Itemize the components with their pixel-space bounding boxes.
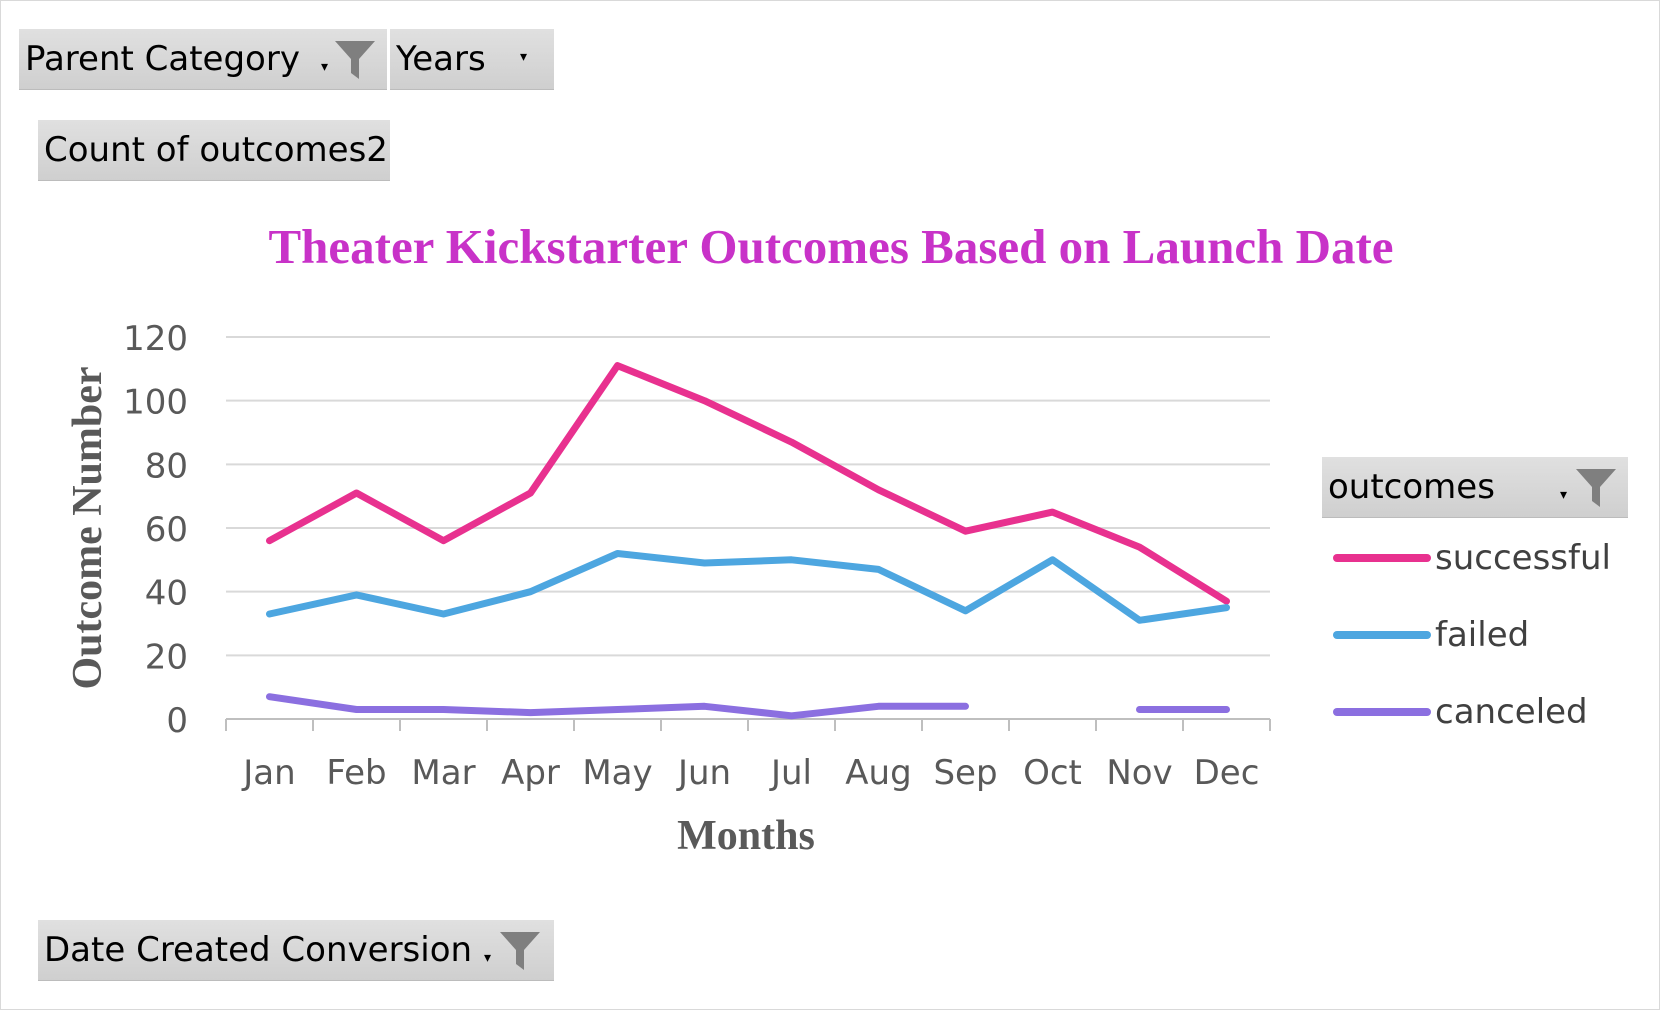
x-tick-label: Nov (1106, 753, 1172, 793)
legend-field-button[interactable]: outcomes ▾ (1322, 457, 1628, 518)
legend-field-label: outcomes (1328, 467, 1495, 507)
funnel-icon[interactable] (333, 39, 377, 81)
x-tick-label: Jan (241, 753, 295, 793)
series-line-failed (266, 550, 1230, 624)
series-line-successful (266, 362, 1230, 605)
y-tick-label: 0 (166, 701, 188, 741)
y-tick-label: 120 (123, 319, 188, 359)
x-tick-label: May (582, 753, 652, 793)
dropdown-arrow-icon: ▾ (321, 59, 329, 75)
years-filter-button[interactable]: Years ▾ (390, 29, 554, 90)
x-tick-label: Oct (1023, 753, 1082, 793)
legend-swatch (1333, 708, 1431, 716)
legend-label: successful (1435, 538, 1611, 578)
date-created-filter-button[interactable]: Date Created Conversion ▾ (38, 920, 554, 981)
y-tick-label: 100 (123, 383, 188, 423)
x-axis-label: Months (677, 813, 815, 859)
funnel-icon[interactable] (498, 930, 542, 972)
x-tick-label: Jun (676, 753, 731, 793)
y-tick-label: 80 (145, 446, 188, 486)
legend-label: canceled (1435, 692, 1588, 732)
legend-entry-canceled[interactable]: canceled (1333, 692, 1588, 732)
years-label: Years (396, 39, 486, 79)
value-field-button[interactable]: Count of outcomes2 (38, 120, 390, 181)
x-tick-label: Aug (845, 753, 911, 793)
x-tick-label: Feb (326, 753, 386, 793)
chart-title: Theater Kickstarter Outcomes Based on La… (268, 219, 1394, 274)
legend-swatch (1333, 631, 1431, 639)
x-tick-label: Sep (933, 753, 997, 793)
parent-category-label: Parent Category (25, 39, 300, 79)
series-line-canceled (266, 693, 969, 720)
dropdown-arrow-icon: ▾ (484, 950, 492, 966)
legend-entry-successful[interactable]: successful (1333, 538, 1611, 578)
dropdown-arrow-icon: ▾ (1560, 487, 1568, 503)
legend-label: failed (1435, 615, 1530, 655)
y-tick-label: 20 (145, 637, 188, 677)
x-tick-label: Jul (769, 753, 812, 793)
legend-swatch (1333, 554, 1431, 562)
chevron-down-icon: ▾ (520, 49, 528, 65)
x-tick-label: Dec (1194, 753, 1260, 793)
date-created-label: Date Created Conversion (44, 930, 473, 970)
x-tick-label: Apr (501, 753, 560, 793)
value-field-label: Count of outcomes2 (44, 130, 388, 170)
y-tick-label: 60 (145, 510, 188, 550)
funnel-icon[interactable] (1574, 467, 1618, 509)
parent-category-filter-button[interactable]: Parent Category ▾ (19, 29, 387, 90)
legend-entry-failed[interactable]: failed (1333, 615, 1529, 655)
x-tick-label: Mar (411, 753, 475, 793)
y-tick-label: 40 (145, 574, 188, 614)
